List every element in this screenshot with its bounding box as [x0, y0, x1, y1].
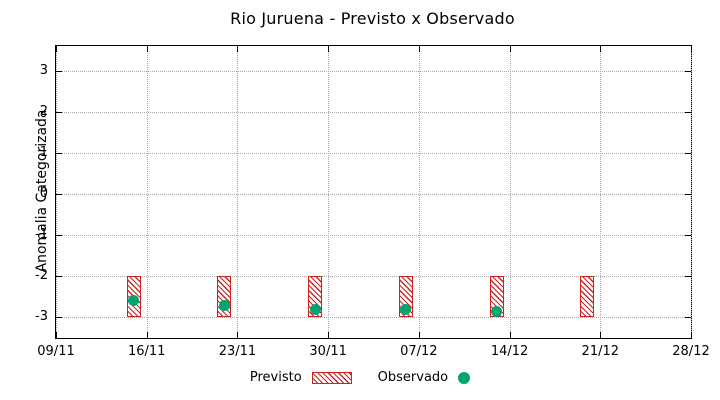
- y-gridline: [56, 276, 691, 278]
- y-tick: [56, 111, 62, 113]
- y-tick: [56, 235, 62, 237]
- x-gridline: [691, 46, 692, 338]
- x-tick: [418, 332, 420, 338]
- y-tick: [685, 317, 691, 319]
- x-tick-label: 09/11: [37, 344, 75, 359]
- x-gridline: [509, 46, 511, 338]
- legend-item-previsto: Previsto: [250, 370, 352, 385]
- legend-observado-marker: [458, 371, 471, 384]
- observado-point: [309, 303, 321, 315]
- y-tick: [56, 194, 62, 196]
- x-gridline: [600, 46, 602, 338]
- observado-point: [218, 299, 230, 311]
- plot-area: -3 -2 -1 0 1 2 3 09/11 16/11 23/11 30/11 07/12 14/12…: [35, 45, 710, 359]
- x-gridline: [56, 46, 57, 338]
- x-gridline: [237, 46, 239, 338]
- y-gridline: [56, 194, 691, 196]
- y-gridline: [56, 70, 691, 72]
- x-gridline: [328, 46, 330, 338]
- x-tick: [600, 46, 602, 52]
- observado-point: [491, 305, 503, 317]
- observado-point: [400, 303, 412, 315]
- chart-title: Rio Juruena - Previsto x Observado: [230, 9, 515, 28]
- legend-item-observado: Observado: [377, 370, 471, 385]
- y-tick: [56, 317, 62, 319]
- y-gridline: [56, 111, 691, 113]
- x-tick-label: 16/11: [127, 344, 166, 359]
- y-tick: [685, 235, 691, 237]
- y-gridline: [56, 317, 691, 319]
- x-gridline: [418, 46, 420, 338]
- x-tick: [600, 332, 602, 338]
- x-tick: [691, 46, 692, 52]
- x-tick: [237, 46, 239, 52]
- y-tick-label: -1: [35, 227, 48, 243]
- legend: Previsto Observado: [0, 370, 720, 385]
- legend-observado-label: Observado: [377, 370, 449, 385]
- x-tick: [509, 332, 511, 338]
- y-tick-label: 0: [39, 186, 48, 202]
- y-gridline: [56, 235, 691, 237]
- y-tick: [685, 152, 691, 154]
- legend-previsto-swatch: [311, 371, 352, 384]
- x-tick-label: 30/11: [309, 344, 347, 359]
- x-tick-label: 21/12: [581, 344, 620, 359]
- previsto-bar: [580, 276, 595, 318]
- legend-previsto-label: Previsto: [249, 370, 302, 385]
- x-tick: [146, 46, 148, 52]
- x-tick: [328, 332, 330, 338]
- y-tick: [685, 194, 691, 196]
- y-tick-label: -2: [35, 268, 48, 284]
- y-tick: [56, 152, 62, 154]
- x-tick: [328, 46, 330, 52]
- x-tick-label: 14/12: [490, 344, 529, 359]
- y-tick: [56, 276, 62, 278]
- x-tick: [56, 46, 57, 52]
- y-tick-label: 3: [39, 62, 48, 78]
- x-tick-label: 23/11: [218, 344, 257, 359]
- previsto-bar: [217, 276, 232, 318]
- x-tick: [418, 46, 420, 52]
- x-tick: [146, 332, 148, 338]
- y-gridline: [56, 152, 691, 154]
- y-tick-label: -3: [35, 309, 48, 325]
- y-tick: [685, 70, 691, 72]
- x-tick: [237, 332, 239, 338]
- y-tick: [685, 276, 691, 278]
- x-tick: [509, 46, 511, 52]
- y-tick: [56, 70, 62, 72]
- x-gridline: [146, 46, 148, 338]
- x-tick: [691, 332, 692, 338]
- x-tick: [56, 332, 57, 338]
- y-tick-label: 1: [39, 144, 48, 160]
- y-tick-label: 2: [39, 103, 48, 119]
- x-tick-label: 07/12: [400, 344, 438, 359]
- observado-point: [128, 295, 140, 307]
- y-tick: [685, 111, 691, 113]
- x-tick-label: 28/12: [672, 344, 710, 359]
